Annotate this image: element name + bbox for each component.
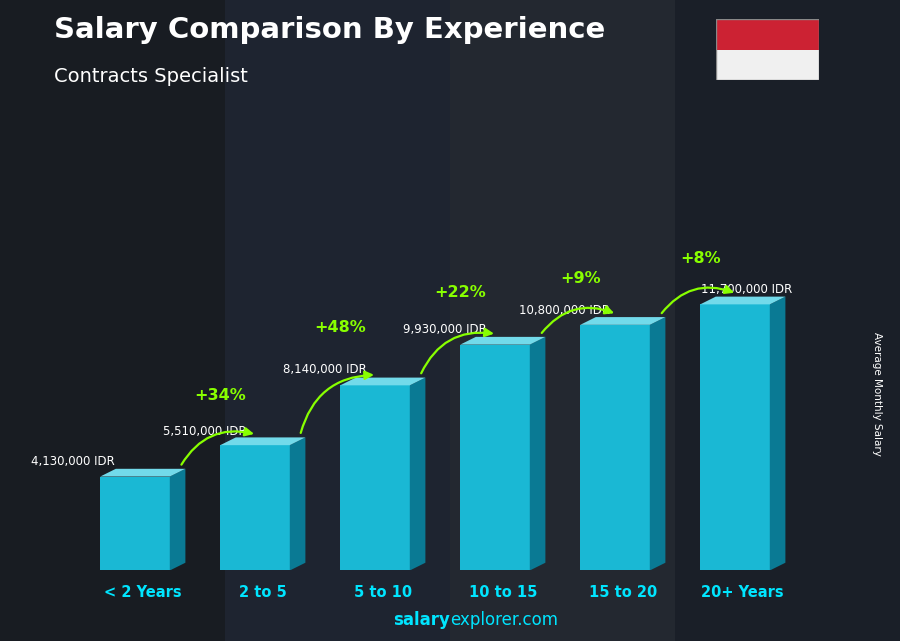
Text: 8,140,000 IDR: 8,140,000 IDR	[283, 363, 366, 376]
Text: 2 to 5: 2 to 5	[238, 585, 287, 599]
Bar	[716, 50, 819, 80]
Text: 11,700,000 IDR: 11,700,000 IDR	[701, 283, 793, 296]
Polygon shape	[770, 297, 786, 570]
Polygon shape	[410, 378, 426, 570]
Bar	[460, 345, 530, 570]
Bar	[225, 0, 450, 641]
Text: salary: salary	[393, 612, 450, 629]
Text: 10 to 15: 10 to 15	[469, 585, 537, 599]
Polygon shape	[460, 337, 545, 345]
Text: +22%: +22%	[435, 285, 486, 300]
Text: +9%: +9%	[560, 272, 600, 287]
Bar	[675, 0, 900, 641]
Polygon shape	[340, 378, 426, 385]
Polygon shape	[580, 317, 665, 325]
Text: 4,130,000 IDR: 4,130,000 IDR	[31, 455, 114, 468]
Bar	[700, 304, 770, 570]
Text: 5,510,000 IDR: 5,510,000 IDR	[163, 425, 247, 438]
Bar	[580, 325, 650, 570]
Polygon shape	[650, 317, 665, 570]
Text: 9,930,000 IDR: 9,930,000 IDR	[402, 323, 487, 336]
Polygon shape	[700, 297, 786, 304]
Text: +48%: +48%	[314, 320, 366, 335]
Bar	[450, 0, 675, 641]
Polygon shape	[100, 469, 185, 476]
Text: Salary Comparison By Experience: Salary Comparison By Experience	[54, 16, 605, 44]
Bar	[100, 476, 170, 570]
Text: explorer.com: explorer.com	[450, 612, 558, 629]
Bar	[716, 19, 819, 50]
Text: 20+ Years: 20+ Years	[701, 585, 784, 599]
Text: +34%: +34%	[194, 388, 246, 403]
Polygon shape	[290, 437, 305, 570]
Bar	[220, 445, 290, 570]
Polygon shape	[220, 437, 305, 445]
Polygon shape	[170, 469, 185, 570]
Bar	[0, 0, 225, 641]
Text: 15 to 20: 15 to 20	[589, 585, 657, 599]
Text: < 2 Years: < 2 Years	[104, 585, 182, 599]
Polygon shape	[530, 337, 545, 570]
Bar	[340, 385, 410, 570]
Text: +8%: +8%	[680, 251, 721, 266]
Text: Average Monthly Salary: Average Monthly Salary	[872, 332, 883, 456]
Text: 5 to 10: 5 to 10	[354, 585, 412, 599]
Text: 10,800,000 IDR: 10,800,000 IDR	[519, 304, 610, 317]
Text: Contracts Specialist: Contracts Specialist	[54, 67, 248, 87]
